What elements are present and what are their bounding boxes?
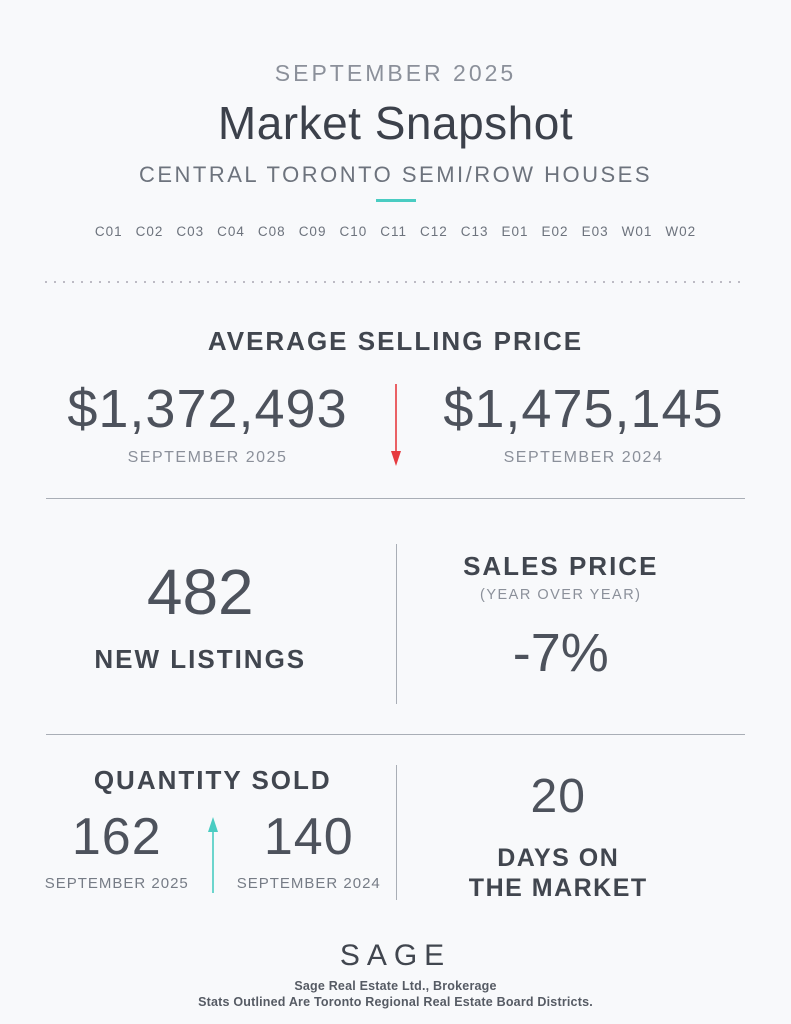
district-code: C02: [135, 223, 164, 239]
current-price-block: $1,372,493 SEPTEMBER 2025: [43, 382, 373, 466]
brokerage-line: Sage Real Estate Ltd., Brokerage: [294, 978, 497, 993]
districts-note: Stats Outlined Are Toronto Regional Real…: [198, 995, 593, 1010]
average-selling-price-section: AVERAGE SELLING PRICE $1,372,493 SEPTEMB…: [0, 283, 791, 498]
quantity-increase-arrow-icon: [207, 816, 218, 893]
price-comparison-row: $1,372,493 SEPTEMBER 2025 $1,475,145 SEP…: [0, 382, 791, 466]
days-on-market-block: 20 DAYS ON THE MARKET: [386, 735, 791, 915]
teal-accent-rule: [375, 198, 416, 202]
district-code: C04: [217, 223, 245, 239]
days-on-market-label-line2: THE MARKET: [468, 874, 648, 903]
new-listings-label: NEW LISTINGS: [94, 644, 307, 675]
section-divider: [46, 497, 745, 499]
district-code: E02: [541, 223, 569, 239]
sales-price-subheading: (YEAR OVER YEAR): [479, 586, 642, 603]
section-divider: [46, 733, 745, 735]
brand-wordmark: SAGE: [339, 938, 452, 972]
district-codes-row: C01 C02 C03 C04 C08 C09 C10 C11 C12 C13 …: [0, 224, 791, 240]
page-title: Market Snapshot: [217, 97, 574, 149]
quantity-current-block: 162 SEPTEMBER 2025: [42, 811, 192, 891]
previous-price-block: $1,475,145 SEPTEMBER 2024: [419, 382, 749, 466]
quantity-previous-value: 140: [263, 807, 354, 866]
district-code: C11: [380, 223, 407, 239]
district-code: C13: [460, 223, 489, 239]
footer: SAGE Sage Real Estate Ltd., Brokerage St…: [0, 915, 791, 1010]
header: SEPTEMBER 2025 Market Snapshot CENTRAL T…: [0, 0, 791, 240]
quantity-previous-block: 140 SEPTEMBER 2024: [234, 811, 384, 891]
sales-price-change-value: -7%: [512, 623, 609, 684]
listings-sales-section: 482 NEW LISTINGS SALES PRICE (YEAR OVER …: [0, 499, 791, 734]
days-on-market-label: DAYS ON THE MARKET: [469, 843, 648, 904]
new-listings-value: 482: [146, 556, 254, 629]
district-code: C01: [94, 223, 123, 239]
district-code: W01: [621, 223, 653, 239]
report-segment: CENTRAL TORONTO SEMI/ROW HOUSES: [138, 161, 653, 187]
previous-price-label: SEPTEMBER 2024: [503, 448, 664, 466]
days-on-market-value: 20: [530, 769, 586, 823]
previous-price-value: $1,475,145: [443, 378, 724, 439]
district-code: C09: [298, 223, 327, 239]
quantity-days-section: QUANTITY SOLD 162 SEPTEMBER 2025 140 SEP…: [0, 735, 791, 915]
current-price-label: SEPTEMBER 2025: [127, 448, 288, 466]
district-code: C03: [176, 223, 205, 239]
current-price-value: $1,372,493: [67, 378, 348, 439]
sales-price-heading: SALES PRICE: [463, 550, 659, 581]
new-listings-block: 482 NEW LISTINGS: [0, 499, 381, 734]
report-month: SEPTEMBER 2025: [274, 60, 517, 86]
quantity-previous-label: SEPTEMBER 2024: [236, 874, 381, 892]
district-code: C12: [419, 223, 448, 239]
dotted-divider: [45, 280, 746, 283]
district-code: C08: [257, 223, 286, 239]
average-selling-price-heading: AVERAGE SELLING PRICE: [207, 325, 584, 356]
price-decrease-arrow-icon: [390, 383, 401, 466]
quantity-sold-block: QUANTITY SOLD 162 SEPTEMBER 2025 140 SEP…: [0, 735, 386, 915]
quantity-current-label: SEPTEMBER 2025: [44, 874, 189, 892]
district-code: E03: [581, 223, 609, 239]
vertical-divider: [395, 764, 397, 900]
district-code: W02: [665, 223, 697, 239]
quantity-comparison-row: 162 SEPTEMBER 2025 140 SEPTEMBER 2024: [42, 811, 384, 893]
quantity-current-value: 162: [71, 807, 162, 866]
district-code: C10: [339, 223, 368, 239]
quantity-sold-heading: QUANTITY SOLD: [93, 764, 332, 795]
sales-price-yoy-block: SALES PRICE (YEAR OVER YEAR) -7%: [381, 499, 791, 734]
days-on-market-label-line1: DAYS ON: [497, 843, 620, 872]
district-code: E01: [501, 223, 529, 239]
vertical-divider: [395, 543, 397, 704]
